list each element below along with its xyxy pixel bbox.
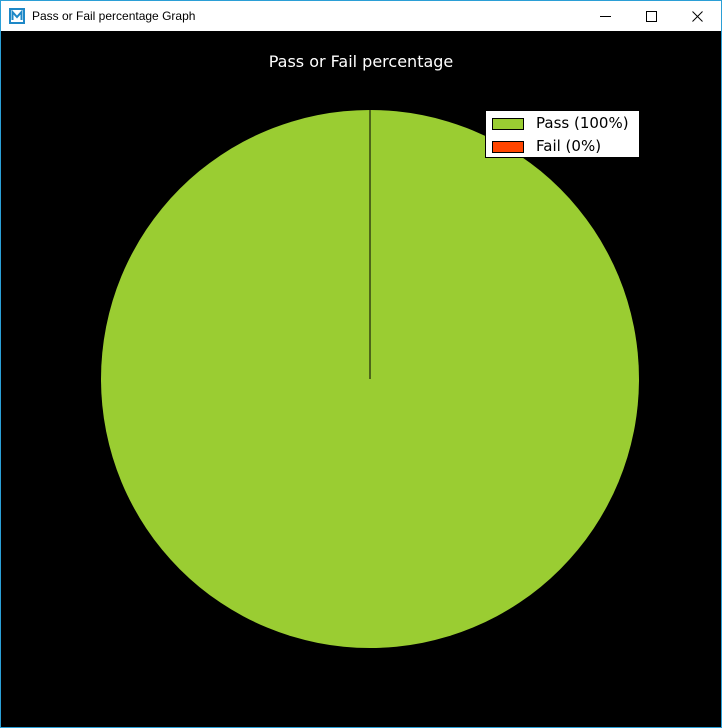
legend-label-pass: Pass (100%) <box>536 114 629 132</box>
pie-chart <box>101 110 639 648</box>
chart-title: Pass or Fail percentage <box>268 52 454 71</box>
app-logo-icon <box>9 8 25 24</box>
maximize-icon <box>646 11 657 22</box>
legend-label-fail: Fail (0%) <box>536 137 602 155</box>
legend-swatch-pass <box>492 118 524 130</box>
legend-swatch-fail <box>492 141 524 153</box>
window-title: Pass or Fail percentage Graph <box>32 9 196 23</box>
title-bar[interactable]: Pass or Fail percentage Graph <box>1 1 721 31</box>
close-button[interactable] <box>675 1 721 31</box>
plot-area: Pass or Fail percentage Pass (100%) Fail… <box>1 31 721 727</box>
chart-legend: Pass (100%) Fail (0%) <box>485 110 640 158</box>
minimize-icon <box>600 16 611 17</box>
minimize-button[interactable] <box>583 1 629 31</box>
close-icon <box>692 11 703 22</box>
maximize-button[interactable] <box>629 1 675 31</box>
